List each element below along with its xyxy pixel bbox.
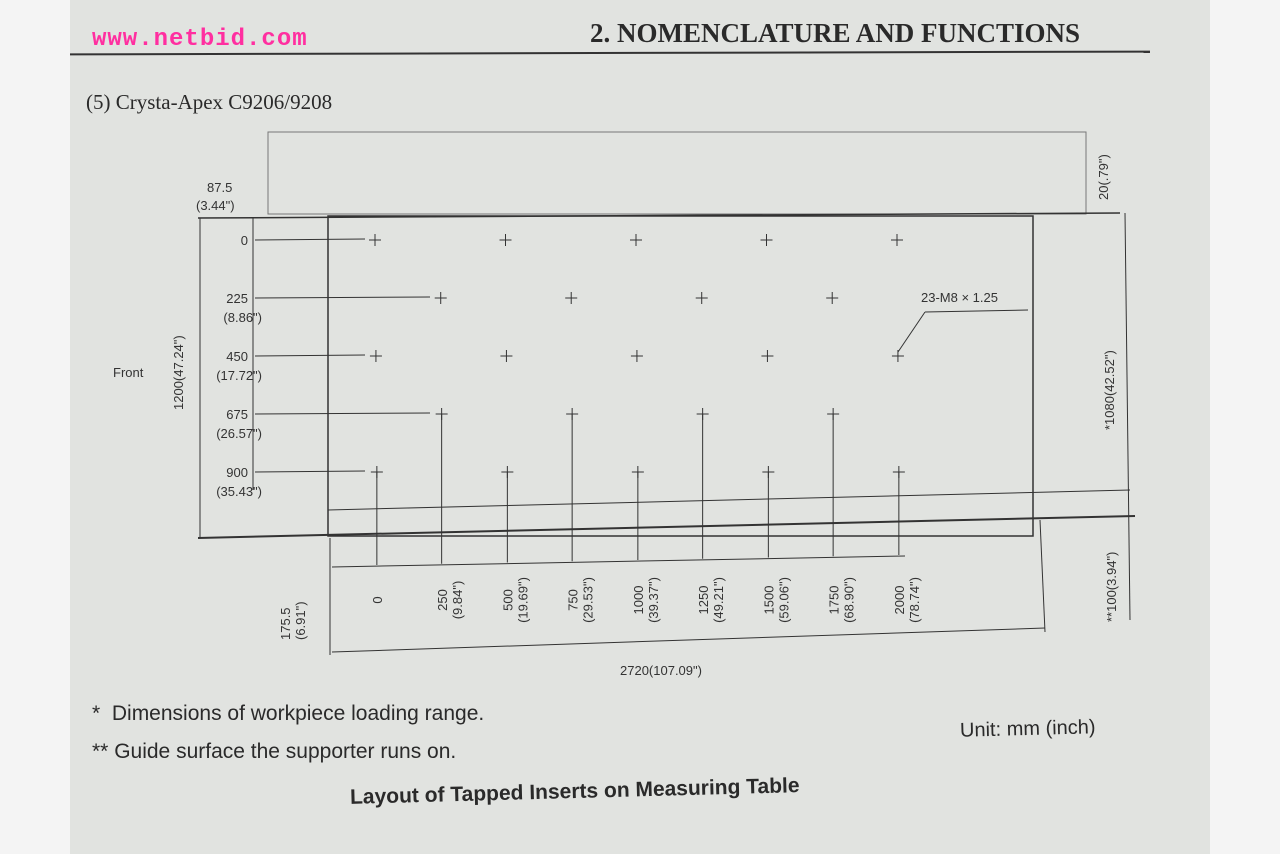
- total-dim-line: [331, 627, 1046, 653]
- note-2-text: Guide surface the supporter runs on.: [114, 740, 457, 763]
- tapped-insert-mark: [760, 234, 773, 246]
- col-label-in: (68.90"): [842, 577, 857, 623]
- tapped-insert-mark: [369, 234, 381, 246]
- right-mid-label: *1080(42.52"): [1102, 350, 1117, 430]
- col-label-mm: 1000: [631, 586, 646, 615]
- subtitle: (5) Crysta-Apex C9206/9208: [86, 90, 333, 114]
- total-width-label: 2720(107.09"): [620, 663, 702, 678]
- row-dim-line: [254, 354, 366, 357]
- row-dim-line: [254, 412, 431, 415]
- front-label: Front: [113, 365, 144, 380]
- bottom-offset-mm: 175.5: [278, 607, 293, 640]
- tapped-insert-mark: [499, 234, 512, 246]
- tapped-insert-mark: [630, 350, 643, 362]
- col-axis: [331, 555, 906, 568]
- row-dim-line: [254, 296, 431, 299]
- row-label-mm: 0: [241, 233, 248, 248]
- tapped-insert-mark: [695, 292, 708, 304]
- col-label-in: (49.21"): [711, 577, 726, 623]
- row-label-in: (17.72"): [216, 368, 262, 383]
- col-label-in: (78.74"): [907, 577, 922, 623]
- row-label-mm: 900: [226, 465, 248, 480]
- tapped-insert-mark: [565, 292, 578, 304]
- col-label-in: (59.06"): [776, 577, 791, 623]
- row-label-in: (26.57"): [216, 426, 262, 441]
- col-label-mm: 1500: [761, 586, 776, 615]
- tapped-insert-mark: [369, 350, 382, 362]
- watermark: www.netbid.com: [92, 26, 308, 53]
- section-title: 2. NOMENCLATURE AND FUNCTIONS: [590, 18, 1081, 48]
- upper-frame: [267, 131, 1087, 215]
- note-2: ** Guide surface the supporter runs on.: [92, 740, 456, 764]
- col-label-in: (39.37"): [646, 577, 661, 623]
- row-label-mm: 450: [226, 349, 248, 364]
- col-label-mm: 1750: [827, 586, 842, 615]
- col-label-mm: 0: [370, 596, 385, 603]
- guide-surface-line: [327, 489, 1131, 511]
- tapped-insert-mark: [434, 292, 447, 304]
- bottom-offset-in: (6.91"): [293, 601, 308, 640]
- right-vert-ext: [1039, 519, 1046, 633]
- col-label-in: (19.69"): [515, 577, 530, 623]
- right-top-label: 20(.79"): [1096, 154, 1111, 200]
- row-dim-line: [254, 470, 366, 473]
- document-page: [70, 0, 1210, 854]
- tapped-insert-mark: [891, 350, 904, 362]
- note-1-text: Dimensions of workpiece loading range.: [111, 702, 485, 725]
- col-label-in: (9.84"): [450, 581, 465, 620]
- callout-label: 23-M8 × 1.25: [921, 290, 998, 305]
- tapped-insert-mark: [761, 350, 774, 362]
- row-dim-line: [254, 238, 366, 241]
- right-bottom-label: **100(3.94"): [1104, 552, 1119, 622]
- left-total-label: 1200(47.24"): [171, 335, 186, 410]
- row-label-in: (8.86"): [223, 310, 262, 325]
- left-offset-in: (3.44"): [196, 198, 235, 213]
- tapped-insert-mark: [826, 292, 839, 304]
- note-2-mark: **: [92, 740, 109, 763]
- col-label-in: (29.53"): [581, 577, 596, 623]
- row-label-mm: 675: [226, 407, 248, 422]
- tapped-insert-mark: [500, 350, 513, 362]
- tapped-insert-mark: [630, 234, 642, 246]
- row-label-in: (35.43"): [216, 484, 262, 499]
- note-1: * Dimensions of workpiece loading range.: [92, 702, 484, 726]
- right-dim-line: [1124, 212, 1131, 621]
- loading-range-rect: [327, 215, 1034, 537]
- col-label-mm: 2000: [892, 586, 907, 615]
- tapped-insert-mark: [891, 234, 903, 246]
- row-label-mm: 225: [226, 291, 248, 306]
- callout-leader-h: [924, 309, 1029, 313]
- col-label-mm: 500: [500, 589, 515, 611]
- unit-label: Unit: mm (inch): [959, 716, 1096, 742]
- col-label-mm: 750: [566, 589, 581, 611]
- col-label-mm: 1250: [696, 586, 711, 615]
- table-front-edge: [197, 515, 1136, 539]
- note-1-mark: *: [92, 702, 101, 725]
- callout-leader: [897, 311, 926, 353]
- col-label-mm: 250: [435, 589, 450, 611]
- left-offset-mm: 87.5: [207, 180, 232, 195]
